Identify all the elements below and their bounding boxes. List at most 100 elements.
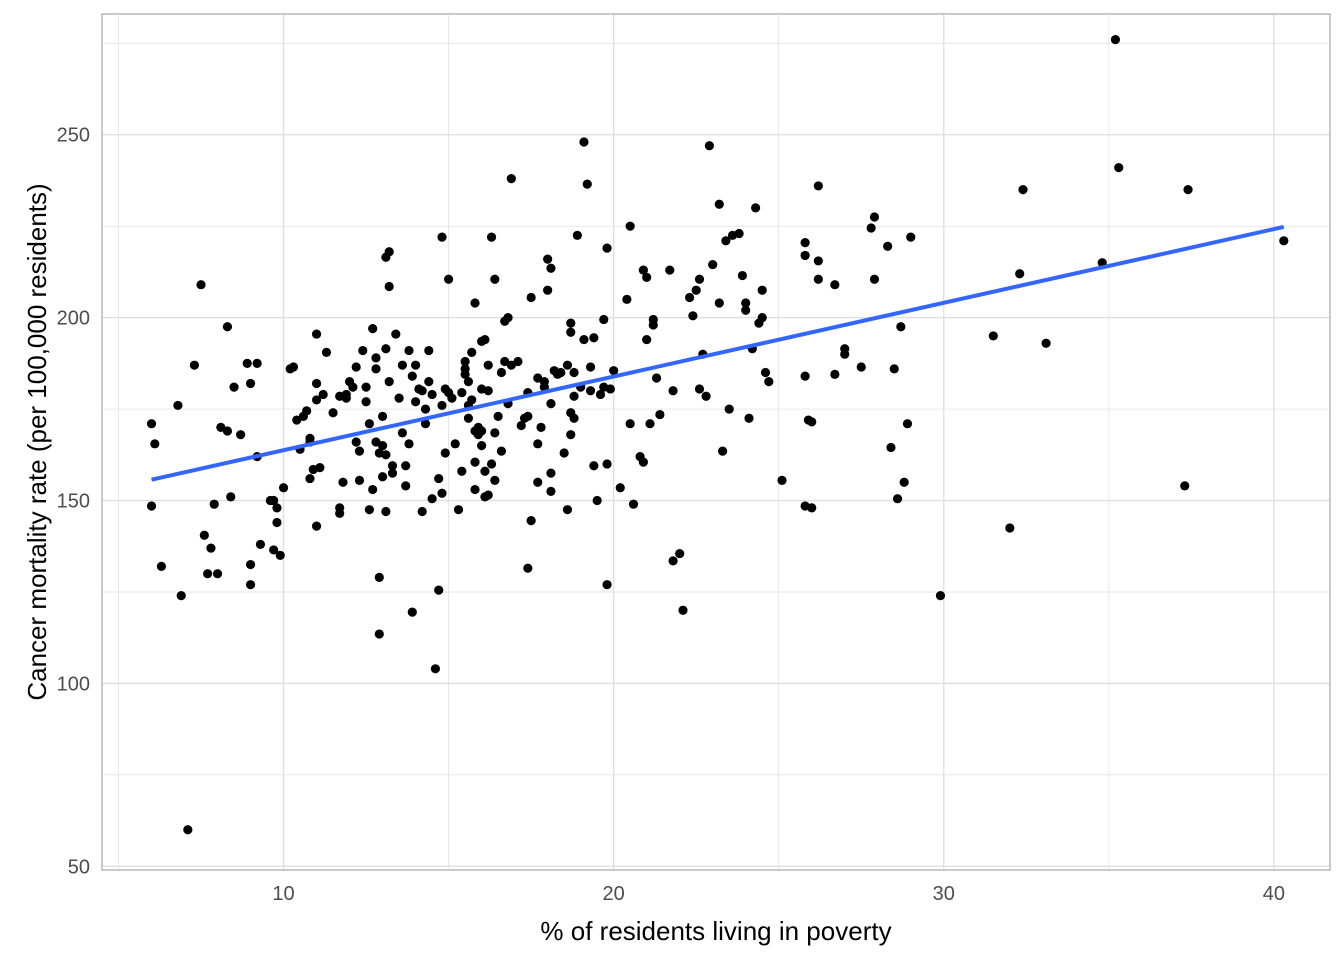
data-point <box>751 203 761 213</box>
data-point <box>523 411 533 421</box>
y-tick-label: 50 <box>68 856 90 878</box>
data-point <box>453 505 464 515</box>
data-point <box>599 314 609 325</box>
data-point <box>582 179 592 189</box>
data-point <box>546 486 556 496</box>
data-point <box>526 292 536 303</box>
data-point <box>460 369 470 379</box>
data-point <box>384 281 394 292</box>
data-point <box>391 329 401 339</box>
data-point <box>437 400 447 411</box>
data-point <box>704 141 714 151</box>
y-tick-label: 150 <box>57 491 90 513</box>
data-point <box>407 371 417 381</box>
data-point <box>741 305 751 315</box>
data-point <box>226 492 236 502</box>
data-point <box>486 459 497 469</box>
major-gridlines <box>102 14 1330 870</box>
data-point <box>311 521 322 531</box>
data-point <box>401 461 411 471</box>
data-point <box>902 419 913 429</box>
x-tick-label: 40 <box>1263 883 1285 905</box>
data-point <box>589 461 599 471</box>
data-point <box>437 488 447 498</box>
data-point <box>688 311 698 321</box>
data-point <box>490 428 500 438</box>
data-point <box>477 426 487 436</box>
data-point <box>364 505 374 515</box>
data-point <box>737 270 748 281</box>
data-point <box>569 367 579 378</box>
data-point <box>800 238 810 248</box>
data-point <box>364 419 374 429</box>
data-point <box>701 391 711 401</box>
data-point <box>718 446 728 456</box>
data-point <box>807 417 817 427</box>
data-point <box>288 362 299 372</box>
data-point <box>176 591 186 601</box>
data-point <box>714 298 724 308</box>
data-point <box>668 386 678 396</box>
data-point <box>708 259 718 270</box>
data-point <box>427 494 437 504</box>
data-point <box>470 484 480 495</box>
data-point <box>655 409 665 420</box>
data-point <box>625 419 635 429</box>
data-point <box>1015 269 1025 279</box>
data-point <box>222 322 233 332</box>
data-point <box>338 477 348 487</box>
data-point <box>562 505 573 515</box>
data-point <box>420 419 431 429</box>
data-point <box>430 664 441 674</box>
data-point <box>1041 338 1051 348</box>
data-point <box>354 446 365 456</box>
y-axis-ticks: 50 100 150 200 250 <box>57 125 90 879</box>
data-point <box>146 419 157 429</box>
data-point <box>675 548 685 559</box>
data-point <box>420 404 431 414</box>
data-point <box>516 420 526 431</box>
x-axis-ticks: 10 20 30 40 <box>272 883 1285 905</box>
data-point <box>724 404 734 414</box>
data-point <box>444 274 454 284</box>
data-point <box>757 285 767 295</box>
data-point <box>490 475 500 486</box>
data-point <box>315 463 325 473</box>
data-point <box>691 285 701 295</box>
y-tick-label: 200 <box>57 308 90 330</box>
data-point <box>609 366 619 376</box>
data-point <box>384 377 394 387</box>
data-point <box>189 360 200 370</box>
data-point <box>196 280 206 290</box>
data-point <box>361 382 371 392</box>
data-point <box>434 473 444 484</box>
data-point <box>648 320 658 330</box>
data-point <box>892 494 903 504</box>
data-point <box>513 356 523 367</box>
data-point <box>714 199 724 209</box>
data-point <box>377 472 388 482</box>
data-point <box>642 272 652 282</box>
data-point <box>526 516 536 526</box>
data-point <box>460 356 470 367</box>
data-point <box>602 243 612 253</box>
y-tick-label: 100 <box>57 673 90 695</box>
data-point <box>407 607 417 617</box>
data-point <box>734 228 744 239</box>
data-point <box>245 559 256 570</box>
data-point <box>678 605 688 615</box>
data-point <box>595 389 606 400</box>
data-point <box>401 481 411 491</box>
data-point <box>328 408 338 418</box>
data-point <box>483 490 493 500</box>
data-point <box>543 254 553 264</box>
data-point <box>245 378 256 389</box>
data-point <box>896 322 906 332</box>
data-point <box>628 499 639 509</box>
data-point <box>566 327 576 337</box>
data-point <box>668 556 678 566</box>
data-point <box>1114 163 1124 173</box>
y-tick-label: 250 <box>57 125 90 147</box>
data-point <box>645 419 655 429</box>
data-point <box>760 367 771 378</box>
